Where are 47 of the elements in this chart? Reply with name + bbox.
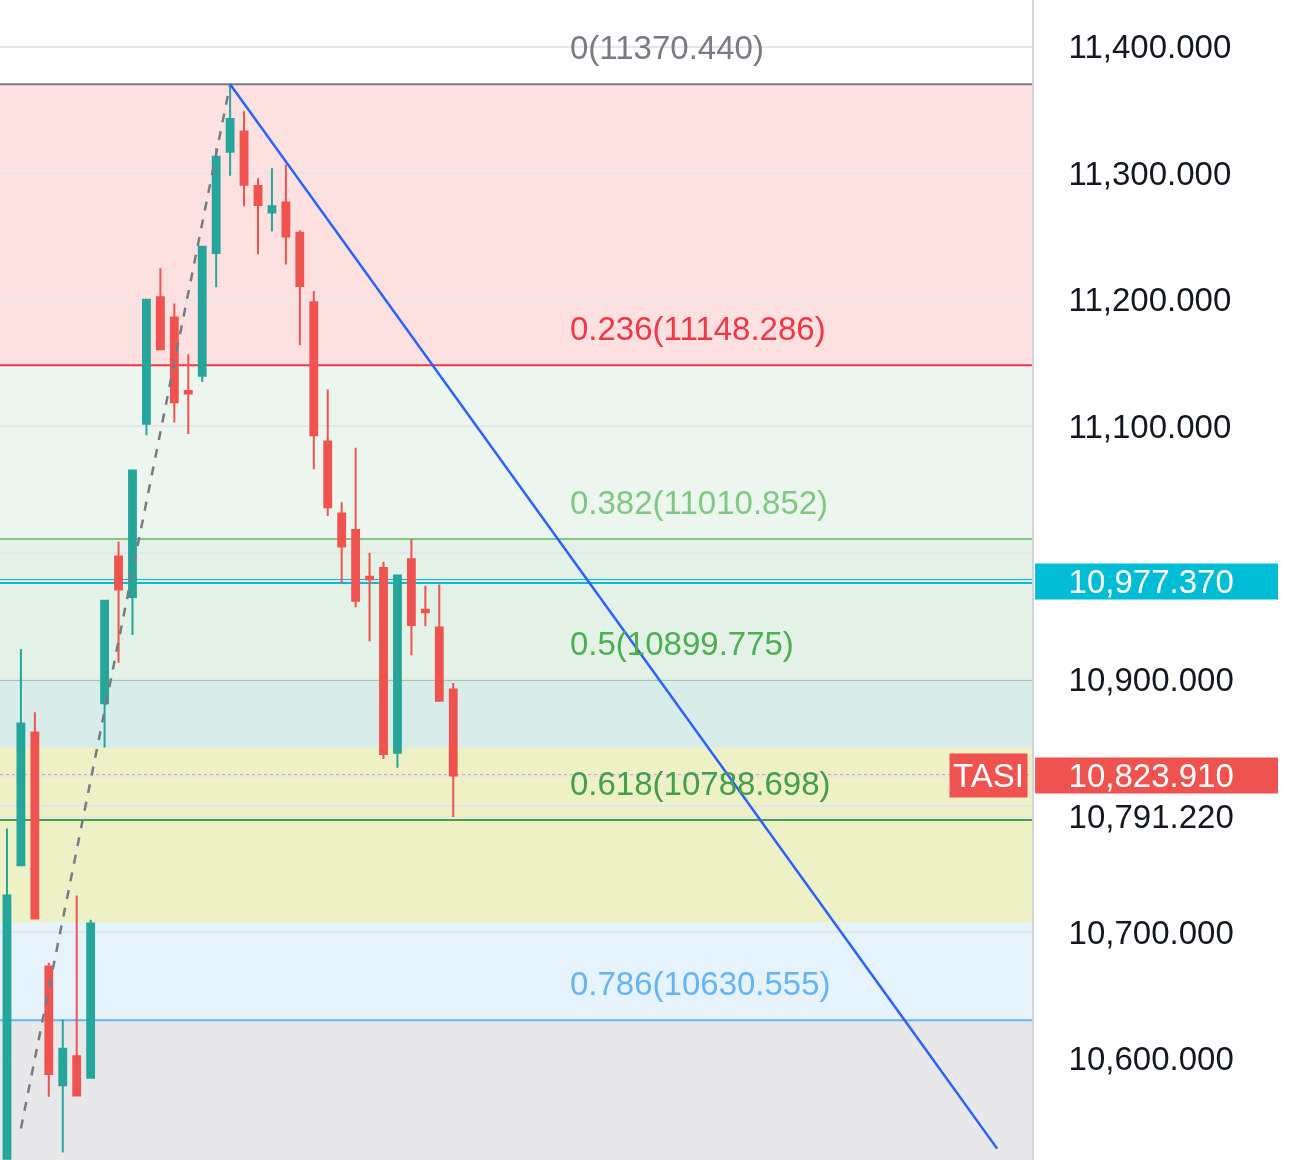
- candlestick: [420, 584, 430, 628]
- candlestick: [239, 110, 249, 208]
- candlestick: [197, 245, 207, 384]
- ref-line-label: 0(11370.440): [570, 29, 764, 66]
- candlestick: [379, 560, 388, 760]
- ref-line-label: 0.382(11010.852): [570, 484, 829, 521]
- candlestick: [2, 827, 12, 1160]
- candlestick: [253, 177, 263, 256]
- candlestick: [309, 289, 319, 471]
- candlestick: [100, 599, 110, 749]
- ref-line-label: TASI: [953, 757, 1024, 794]
- ref-line-label: 0.236(11148.286): [570, 310, 826, 347]
- candlestick: [114, 540, 123, 664]
- candlestick: [86, 918, 96, 1079]
- candlestick: [183, 353, 193, 435]
- candlestick: [16, 647, 26, 867]
- y-tick-label: 11,200.000: [1068, 281, 1232, 319]
- y-tick-label: 10,600.000: [1068, 1040, 1234, 1078]
- candlestick: [44, 961, 54, 1098]
- y-tick-label: 11,300.000: [1068, 154, 1232, 192]
- candlestick: [281, 163, 291, 266]
- candlestick: [155, 267, 165, 351]
- candlestick: [434, 583, 444, 702]
- candlestick: [169, 302, 179, 424]
- candlestick: [337, 501, 347, 585]
- candlestick: [323, 388, 333, 518]
- candlestick: [393, 574, 402, 769]
- candlestick: [295, 229, 305, 347]
- y-tick-label: 10,791.220: [1068, 798, 1234, 836]
- candlestick: [448, 682, 458, 818]
- candlestick: [211, 147, 221, 289]
- y-tick-label: 10,977.370: [1068, 562, 1234, 600]
- candlestick: [58, 1018, 68, 1154]
- candlestick: [406, 537, 416, 657]
- y-tick-label: 10,900.000: [1068, 660, 1234, 698]
- candlestick: [267, 167, 277, 233]
- candlestick: [351, 446, 361, 609]
- ref-line-label: 0.786(10630.555): [570, 965, 831, 1002]
- candlestick: [30, 711, 40, 920]
- candlestick: [72, 894, 82, 1097]
- candlestick: [128, 469, 137, 637]
- candlestick: [142, 298, 151, 437]
- y-tick-label: 11,100.000: [1068, 407, 1232, 445]
- y-tick-label: 10,823.910: [1068, 757, 1234, 795]
- y-tick-label: 11,400.000: [1068, 28, 1232, 66]
- y-tick-label: 10,700.000: [1068, 913, 1234, 951]
- candlestick: [365, 551, 374, 643]
